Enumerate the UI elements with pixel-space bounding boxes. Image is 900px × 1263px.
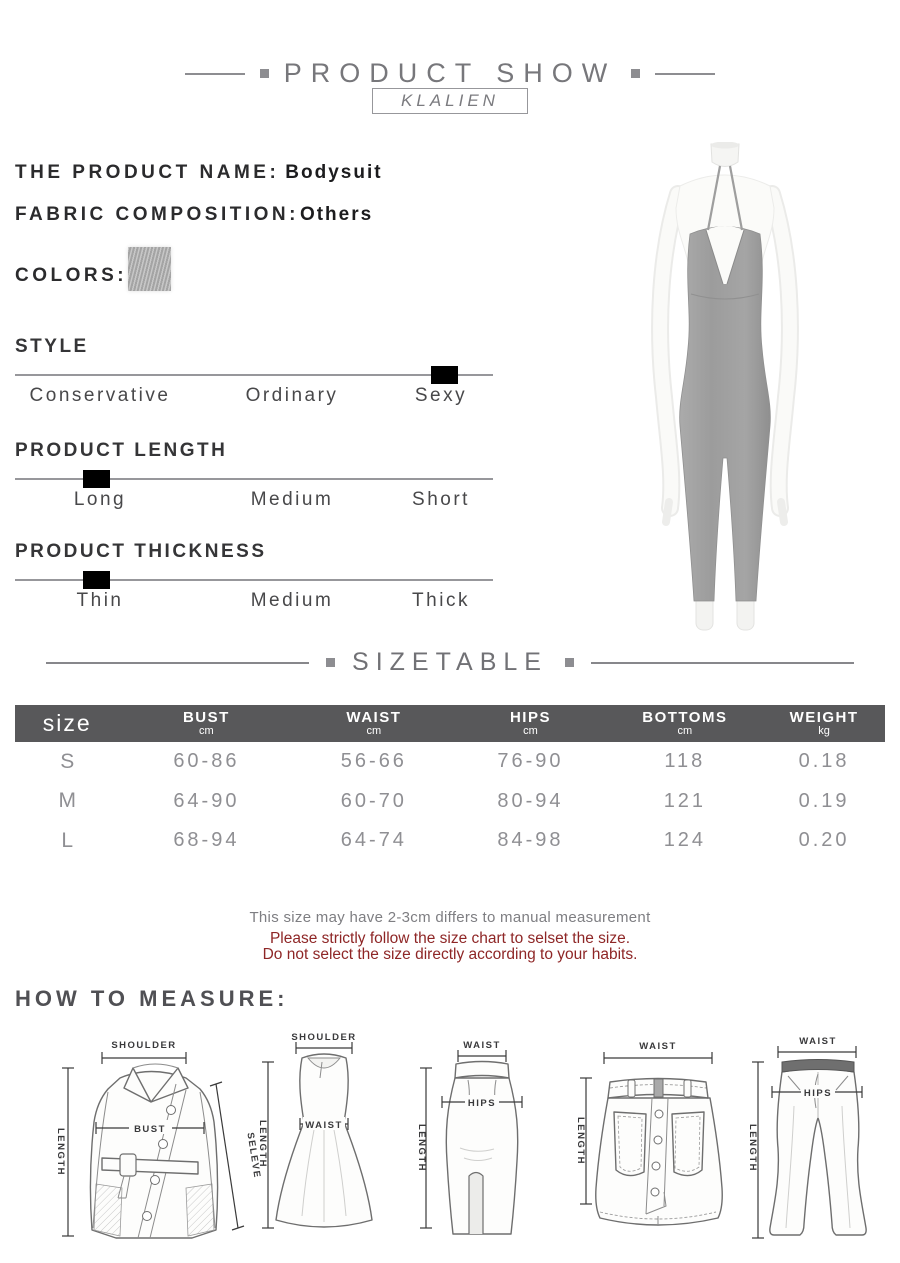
thickness-option-thin: Thin — [76, 590, 124, 611]
style-marker — [431, 366, 458, 384]
dress-length-label: LENGTH — [257, 1120, 268, 1168]
thickness-title: PRODUCT THICKNESS — [15, 541, 267, 562]
sizetable-title: SIZETABLE — [352, 648, 548, 676]
size-table: size BUST cm WAIST cm HIPS cm BOTTOMS cm WEI… — [15, 705, 885, 861]
column-bust: BUST cm — [182, 708, 230, 737]
length-option-short: Short — [412, 489, 470, 510]
length-title: PRODUCT LENGTH — [15, 440, 228, 461]
product-name-value: Bodysuit — [285, 162, 383, 183]
style-option-ordinary: Ordinary — [245, 385, 339, 406]
length-option-medium: Medium — [250, 489, 334, 510]
length-option-long: Long — [73, 489, 127, 510]
square-icon-left — [259, 69, 269, 78]
midi-skirt-hips-label: HIPS — [468, 1098, 496, 1109]
table-row-s: S 60-86 56-66 76-90 118 0.18 — [60, 749, 850, 773]
jacket-length-label: LENGTH — [55, 1128, 66, 1176]
midi-skirt-waist-label: WAIST — [463, 1040, 501, 1051]
table-row-m: M 64-90 60-70 80-94 121 0.19 — [58, 789, 850, 813]
note-habits: Do not select the size directly accordin… — [262, 946, 638, 963]
brand-box: KLALIEN — [372, 88, 528, 114]
fabric-row: FABRIC COMPOSITION:Others — [15, 204, 373, 226]
style-scale-line — [15, 374, 493, 376]
dress-waist-label: WAIST — [305, 1120, 343, 1131]
colors-row: COLORS: — [15, 265, 127, 287]
product-show-header: PRODUCT SHOW — [0, 58, 900, 89]
fabric-label: FABRIC COMPOSITION: — [15, 204, 299, 225]
length-marker — [83, 470, 110, 488]
fabric-value: Others — [299, 204, 374, 225]
column-bottoms: BOTTOMS cm — [642, 708, 728, 737]
jacket-diagram: SHOULDER BUST LENGTH SELEVE — [55, 1040, 263, 1239]
column-weight: WEIGHT kg — [789, 708, 859, 737]
header-line-right — [655, 72, 716, 75]
note-size-chart: Please strictly follow the size chart to… — [269, 930, 631, 947]
square-icon-st-right — [564, 658, 574, 667]
table-row-l: L 68-94 64-74 84-98 124 0.20 — [61, 828, 850, 852]
how-to-measure-title: HOW TO MEASURE: — [15, 986, 289, 1011]
trousers-length-label: LENGTH — [747, 1124, 758, 1172]
sizetable-banner: SIZETABLE — [0, 648, 900, 677]
column-size: size — [42, 710, 92, 736]
thickness-option-thick: Thick — [412, 590, 470, 611]
colors-label: COLORS: — [15, 265, 128, 286]
style-title: STYLE — [15, 336, 89, 357]
note-measurement: This size may have 2-3cm differs to manu… — [249, 909, 651, 926]
square-icon-st-left — [326, 658, 336, 667]
square-icon-right — [631, 69, 641, 78]
mini-skirt-length-label: LENGTH — [575, 1117, 586, 1165]
product-photo-mannequin — [651, 142, 799, 631]
thickness-scale-line — [15, 579, 493, 581]
sizetable-line-right — [590, 661, 854, 664]
mini-skirt-waist-label: WAIST — [639, 1041, 677, 1052]
trousers-diagram: WAIST HIPS LENGTH — [747, 1036, 867, 1239]
thickness-section: PRODUCT THICKNESS Thin Medium Thick — [15, 541, 493, 621]
dress-diagram: SHOULDER WAIST LENGTH — [257, 1032, 373, 1229]
column-hips: HIPS cm — [509, 708, 551, 737]
jacket-shoulder-label: SHOULDER — [111, 1040, 176, 1051]
trousers-waist-label: WAIST — [799, 1036, 837, 1047]
style-section: STYLE Conservative Ordinary Sexy — [15, 336, 493, 416]
thickness-marker — [83, 571, 110, 589]
product-name-row: THE PRODUCT NAME: Bodysuit — [15, 162, 383, 184]
length-scale-line — [15, 478, 493, 480]
thickness-option-medium: Medium — [250, 590, 334, 611]
color-swatch — [128, 247, 171, 291]
style-option-sexy: Sexy — [414, 385, 468, 406]
style-option-conservative: Conservative — [29, 385, 171, 406]
mini-skirt-diagram: WAIST LENGTH — [575, 1041, 723, 1226]
brand-name: KLALIEN — [401, 91, 499, 110]
dress-shoulder-label: SHOULDER — [291, 1032, 356, 1043]
length-section: PRODUCT LENGTH Long Medium Short — [15, 440, 493, 520]
trousers-hips-label: HIPS — [804, 1088, 832, 1099]
midi-skirt-length-label: LENGTH — [416, 1124, 427, 1172]
table-header-row: size BUST cm WAIST cm HIPS cm BOTTOMS cm WEI… — [15, 705, 885, 742]
jacket-bust-label: BUST — [134, 1124, 166, 1135]
column-waist: WAIST cm — [346, 708, 402, 737]
sizetable-line-left — [46, 661, 310, 664]
page-title: PRODUCT SHOW — [283, 58, 617, 88]
midi-skirt-diagram: WAIST HIPS LENGTH — [416, 1040, 523, 1235]
header-line-left — [184, 72, 245, 75]
product-name-label: THE PRODUCT NAME: — [15, 162, 280, 183]
